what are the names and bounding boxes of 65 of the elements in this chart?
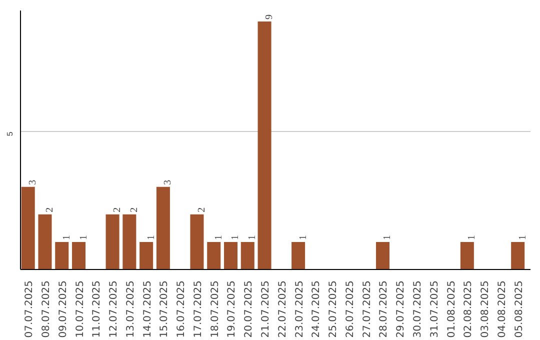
bar [292, 242, 306, 270]
bar [156, 186, 170, 270]
bar [511, 242, 525, 270]
x-tick-label: 30.07.2025 [412, 280, 424, 338]
x-tick-label: 05.08.2025 [514, 280, 525, 338]
bar [376, 242, 390, 270]
bar [38, 214, 52, 270]
x-tick-label: 10.07.2025 [74, 280, 86, 338]
data-label: 9 [264, 14, 276, 20]
bar [140, 242, 154, 270]
data-label: 3 [28, 180, 39, 185]
bar [122, 214, 136, 270]
x-tick-label: 18.07.2025 [210, 280, 221, 338]
bar [21, 186, 35, 270]
data-label: 1 [78, 234, 90, 240]
x-tick-label: 12.07.2025 [108, 280, 120, 338]
x-tick-label: 17.07.2025 [192, 280, 204, 338]
x-tick-label: 22.07.2025 [277, 280, 288, 338]
x-tick-label: 19.07.2025 [226, 280, 238, 338]
data-label: 1 [247, 234, 258, 240]
bar [106, 214, 120, 270]
x-tick-label: 24.07.2025 [311, 280, 322, 338]
data-label: 3 [162, 180, 174, 185]
data-label: 1 [382, 234, 394, 240]
x-tick-label: 01.08.2025 [446, 280, 458, 338]
x-tick-label: 11.07.2025 [92, 280, 103, 338]
data-label: 1 [517, 234, 528, 240]
data-label: 2 [128, 207, 140, 212]
data-label: 1 [213, 234, 224, 240]
bar [190, 214, 204, 270]
x-tick-label: 16.07.2025 [176, 280, 188, 338]
x-tick-label: 13.07.2025 [125, 280, 136, 338]
data-label: 1 [61, 234, 72, 240]
bar [207, 242, 221, 270]
x-tick-label: 23.07.2025 [294, 280, 306, 338]
x-tick-label: 28.07.2025 [378, 280, 390, 338]
data-label: 2 [44, 207, 56, 212]
data-label: 2 [112, 207, 124, 212]
data-label: 1 [466, 234, 478, 240]
bar [55, 242, 69, 270]
bar [258, 22, 272, 270]
x-tick-label: 09.07.2025 [58, 280, 69, 338]
data-label: 1 [146, 234, 157, 240]
x-tick-label: 25.07.2025 [328, 280, 340, 338]
x-tick-label: 21.07.2025 [260, 280, 272, 338]
x-tick-label: 08.07.2025 [40, 280, 52, 338]
x-tick-label: 27.07.2025 [362, 280, 373, 338]
data-label: 1 [230, 234, 242, 240]
bar [240, 242, 254, 270]
x-tick-label: 03.08.2025 [480, 280, 492, 338]
x-tick-label: 26.07.2025 [344, 280, 356, 338]
x-tick-label: 04.08.2025 [496, 280, 508, 338]
data-label: 1 [298, 234, 309, 240]
x-tick-label: 15.07.2025 [159, 280, 170, 338]
bar [224, 242, 238, 270]
x-tick-label: 20.07.2025 [244, 280, 255, 338]
y-tick-label: 5 [6, 131, 14, 136]
data-label: 2 [196, 207, 208, 212]
bar [460, 242, 474, 270]
x-tick-label: 07.07.2025 [24, 280, 36, 338]
x-tick-label: 29.07.2025 [396, 280, 407, 338]
x-tick-label: 31.07.2025 [429, 280, 440, 338]
bar [72, 242, 86, 270]
x-tick-label: 02.08.2025 [463, 280, 474, 338]
x-tick-label: 14.07.2025 [142, 280, 154, 338]
